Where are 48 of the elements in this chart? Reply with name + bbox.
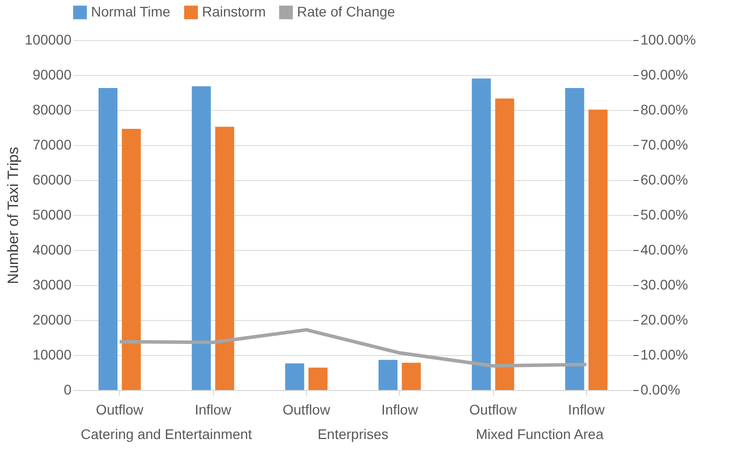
y2-tick-label: 60.00% bbox=[640, 172, 688, 188]
bar bbox=[588, 110, 608, 390]
y2-tick-label: 70.00% bbox=[640, 136, 688, 152]
x-tick-label: Inflow bbox=[194, 402, 232, 418]
y2-tick-label: 100.00% bbox=[640, 32, 696, 48]
bar bbox=[472, 78, 491, 390]
y-tick-label: 20000 bbox=[32, 312, 72, 328]
bar bbox=[192, 86, 211, 390]
y2-tick-label: 30.00% bbox=[640, 276, 688, 292]
y2-tick-label: 80.00% bbox=[640, 102, 688, 118]
bar bbox=[98, 88, 118, 390]
bar bbox=[565, 88, 584, 390]
y-tick-label: 90000 bbox=[32, 66, 72, 82]
bar bbox=[215, 126, 234, 390]
bar bbox=[495, 98, 514, 390]
y-tick-label: 10000 bbox=[32, 346, 72, 362]
text: Enterprises bbox=[318, 426, 388, 442]
y2-tick-label: 90.00% bbox=[640, 66, 688, 82]
y-tick-label: 50000 bbox=[32, 206, 72, 222]
x-tick-label: Inflow bbox=[381, 402, 419, 418]
y-tick-label: 80000 bbox=[32, 102, 72, 118]
text: Catering and Entertainment bbox=[80, 426, 252, 442]
y-tick-label: 40000 bbox=[32, 242, 72, 258]
y2-tick-label: 20.00% bbox=[640, 312, 688, 328]
y-tick-label: 60000 bbox=[32, 172, 72, 188]
line-series bbox=[118, 328, 588, 368]
bar bbox=[285, 363, 304, 390]
bar bbox=[308, 368, 328, 390]
y-tick-label: 100000 bbox=[24, 32, 72, 48]
legend-label: Rainstorm bbox=[202, 3, 266, 20]
bar bbox=[122, 128, 141, 390]
bar bbox=[402, 362, 421, 390]
bar bbox=[378, 360, 398, 390]
x-tick-label: Outflow bbox=[469, 402, 518, 418]
y2-tick-label: 10.00% bbox=[640, 346, 688, 362]
y2-tick-label: 0.00% bbox=[640, 382, 680, 398]
x-tick-label: Outflow bbox=[282, 402, 331, 418]
legend-label: Rate of Change bbox=[297, 3, 396, 20]
y-tick-label: 70000 bbox=[32, 136, 72, 152]
y-tick-label: 30000 bbox=[32, 276, 72, 292]
text: Mixed Function Area bbox=[476, 426, 604, 442]
y-axis-title: Number of Taxi Trips bbox=[4, 146, 22, 284]
y2-tick-label: 40.00% bbox=[640, 242, 688, 258]
x-tick-label: Outflow bbox=[96, 402, 144, 418]
y-tick-label: 0 bbox=[64, 382, 72, 398]
y2-tick-label: 50.00% bbox=[640, 206, 688, 222]
x-tick-label: Inflow bbox=[568, 402, 606, 418]
legend-label: Normal Time bbox=[91, 3, 171, 20]
